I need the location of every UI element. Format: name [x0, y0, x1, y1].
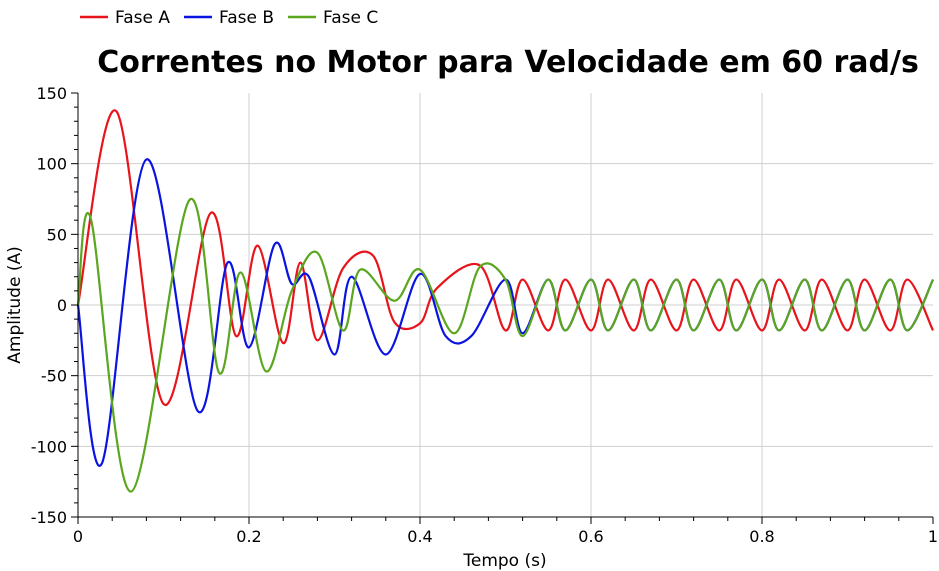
legend-label: Fase A [115, 8, 170, 28]
x-tick-label: 0.4 [407, 527, 432, 546]
y-tick-label: -100 [31, 437, 67, 456]
y-tick-label: -50 [41, 367, 67, 386]
legend: Fase A Fase B Fase C [80, 8, 378, 28]
legend-label: Fase C [323, 8, 378, 28]
ticks: 0 0.2 0.4 0.6 0.8 1 150 100 50 0 -50 -100 -150 [31, 84, 938, 546]
y-axis-label: Amplitude (A) [5, 246, 25, 363]
x-tick-label: 1 [928, 527, 938, 546]
x-tick-label: 0 [73, 527, 83, 546]
series-line-fase-a [76, 109, 934, 406]
y-tick-label: 150 [36, 84, 67, 103]
legend-label: Fase B [219, 8, 274, 28]
series-layer [76, 109, 934, 493]
chart-title: Correntes no Motor para Velocidade em 60… [97, 45, 919, 80]
x-tick-label: 0.8 [749, 527, 774, 546]
y-tick-label: 0 [57, 296, 67, 315]
y-tick-label: -150 [31, 508, 67, 527]
x-tick-label: 0.2 [236, 527, 261, 546]
x-axis-label: Tempo (s) [462, 551, 546, 571]
y-tick-label: 50 [47, 225, 67, 244]
x-tick-label: 0.6 [578, 527, 603, 546]
y-tick-label: 100 [36, 155, 67, 174]
series-line-fase-c [76, 197, 934, 493]
